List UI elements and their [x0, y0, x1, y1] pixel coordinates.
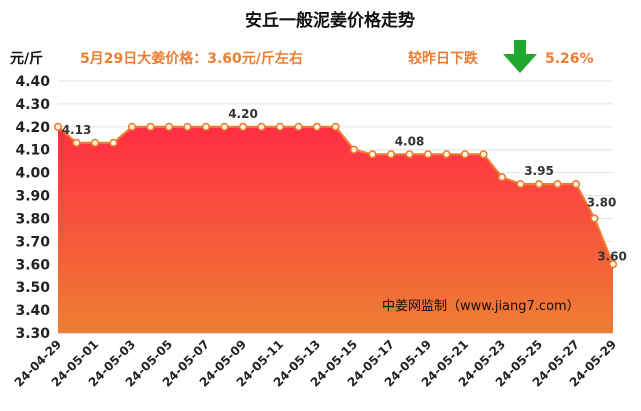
data-point	[72, 138, 81, 147]
data-point	[590, 214, 599, 223]
data-point	[183, 122, 192, 131]
data-points	[53, 122, 618, 269]
data-point	[405, 150, 414, 159]
data-label: 3.80	[587, 195, 617, 209]
data-label: 4.20	[228, 107, 258, 121]
data-point	[386, 150, 396, 159]
down-arrow-icon	[503, 40, 537, 73]
data-point	[442, 150, 451, 159]
data-point	[608, 260, 618, 269]
data-point	[534, 179, 544, 189]
y-tick-label: 4.10	[15, 143, 50, 159]
data-point	[257, 122, 266, 131]
data-point	[479, 150, 488, 159]
data-point	[571, 179, 581, 189]
data-label: 4.08	[395, 134, 425, 148]
data-point	[201, 122, 211, 131]
change-percent: 5.26%	[545, 51, 594, 67]
data-point	[460, 150, 470, 159]
data-point	[90, 138, 100, 147]
chart-title: 安丘一般泥姜价格走势	[245, 10, 415, 31]
y-tick-label: 3.90	[15, 189, 50, 205]
data-point	[516, 179, 525, 189]
data-point	[331, 122, 340, 131]
watermark: 中姜网监制（www.jiang7.com）	[382, 299, 580, 314]
data-point	[220, 122, 229, 131]
data-point	[127, 122, 137, 131]
data-point	[423, 150, 433, 159]
data-label: 3.60	[597, 249, 627, 263]
y-tick-label: 3.60	[15, 257, 50, 273]
data-point	[553, 179, 562, 189]
y-tick-label: 3.70	[15, 234, 50, 250]
data-point	[312, 122, 322, 131]
change-text: 较昨日下跌	[408, 50, 479, 67]
data-point	[164, 122, 174, 131]
y-tick-label: 3.80	[15, 211, 50, 227]
data-label: 4.13	[62, 123, 92, 137]
data-point	[349, 145, 359, 154]
data-point	[294, 122, 303, 131]
data-label: 3.95	[524, 164, 554, 178]
y-unit-label: 元/斤	[10, 50, 43, 67]
price-area	[58, 126, 613, 333]
y-tick-label: 4.00	[15, 166, 50, 182]
y-axis-ticks: 3.30 3.40 3.50 3.60 3.70 3.80 3.90 4.00 4.10 4.20…	[15, 74, 50, 342]
data-point	[497, 173, 507, 182]
y-tick-label: 4.30	[15, 97, 50, 113]
data-labels: 4.13 4.20 4.08 3.95 3.80 3.60	[62, 107, 627, 263]
y-tick-label: 4.40	[15, 74, 50, 90]
data-point	[368, 150, 377, 159]
y-tick-label: 3.30	[15, 326, 50, 342]
data-point	[146, 122, 155, 131]
data-point	[238, 122, 248, 131]
data-point	[109, 138, 118, 147]
price-info: 5月29日大姜价格：3.60元/斤左右	[80, 50, 303, 67]
y-tick-label: 3.40	[15, 303, 50, 319]
x-axis-ticks: 24-04-2924-05-0124-05-0324-05-0524-05-07…	[12, 337, 619, 389]
data-point	[275, 122, 285, 131]
y-tick-label: 3.50	[15, 280, 50, 296]
y-tick-label: 4.20	[15, 120, 50, 136]
data-point	[53, 122, 63, 131]
